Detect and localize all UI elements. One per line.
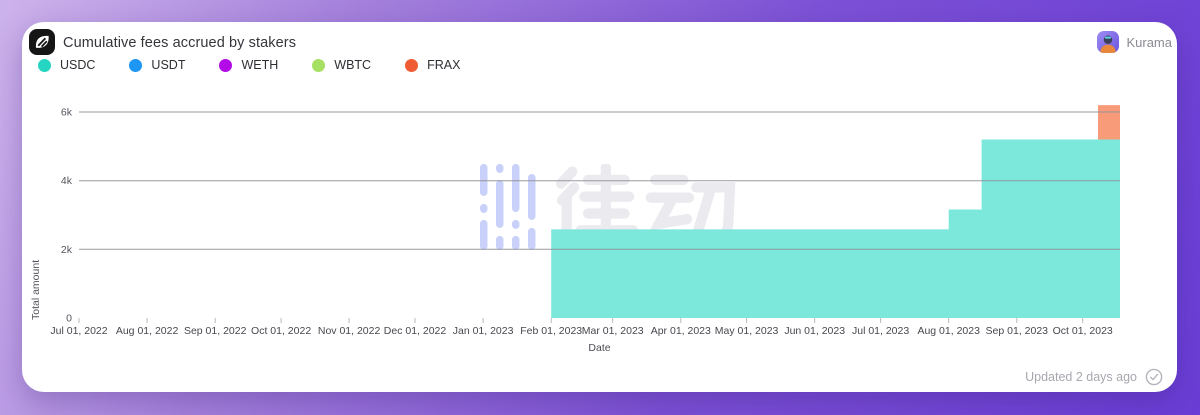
legend-item-usdc[interactable]: USDC: [38, 58, 95, 72]
usdc-dot-icon: [38, 58, 51, 72]
x-axis-title: Date: [588, 342, 611, 354]
legend-item-wbtc[interactable]: WBTC: [312, 58, 371, 72]
y-tick-label: 6k: [61, 107, 73, 119]
x-tick-label: Nov 01, 2022: [318, 325, 381, 337]
series-area-usdc: [551, 139, 1120, 318]
x-tick-label: Oct 01, 2022: [251, 325, 311, 337]
legend-label: USDC: [60, 58, 96, 72]
x-tick-label: Dec 01, 2022: [384, 325, 447, 337]
x-tick-label: Sep 01, 2023: [986, 325, 1049, 337]
legend-label: USDT: [151, 58, 186, 72]
x-tick-label: Jul 01, 2023: [852, 325, 909, 337]
usdt-dot-icon: [129, 58, 143, 72]
legend: USDC USDT WETH WBTC FRAX: [38, 58, 460, 72]
cumulative-fees-chart[interactable]: 0 2k 4k 6k Jul 01, 2022 Aug 01, 2022 Sep 01, 2…: [22, 22, 1177, 392]
app-logo-icon: [29, 29, 55, 55]
updated-text: Updated 2 days ago: [1025, 370, 1137, 384]
x-tick-label: May 01, 2023: [715, 325, 779, 337]
legend-item-usdt[interactable]: USDT: [129, 58, 185, 72]
y-tick-label: 4k: [61, 175, 73, 187]
x-tick-label: Sep 01, 2022: [184, 325, 247, 337]
legend-item-frax[interactable]: FRAX: [405, 58, 460, 72]
legend-label: WETH: [241, 58, 279, 72]
x-tick-label: Apr 01, 2023: [651, 325, 711, 337]
check-circle-icon: [1145, 368, 1163, 386]
x-tick-label: Aug 01, 2023: [917, 325, 980, 337]
legend-item-weth[interactable]: WETH: [219, 58, 278, 72]
update-status: Updated 2 days ago: [1025, 368, 1163, 386]
x-tick-label: Aug 01, 2022: [116, 325, 179, 337]
chart-plot-area[interactable]: [79, 87, 1120, 318]
x-tick-label: Oct 01, 2023: [1053, 325, 1113, 337]
x-tick-label: Feb 01, 2023: [520, 325, 582, 337]
frax-dot-icon: [405, 58, 419, 72]
x-tick-label: Jun 01, 2023: [784, 325, 845, 337]
x-tick-label: Mar 01, 2023: [582, 325, 644, 337]
y-tick-label: 2k: [61, 244, 73, 256]
chart-card: Cumulative fees accrued by stakers Kuram…: [22, 22, 1177, 392]
series-area-frax: [1098, 105, 1120, 140]
user-avatar: [1097, 31, 1120, 53]
x-tick-label: Jul 01, 2022: [50, 325, 107, 337]
y-axis-title: Total amount: [30, 259, 42, 320]
legend-label: FRAX: [427, 58, 461, 72]
legend-label: WBTC: [334, 58, 372, 72]
y-tick-label: 0: [66, 313, 72, 325]
weth-dot-icon: [219, 58, 233, 72]
user-chip[interactable]: Kurama: [1097, 31, 1172, 53]
x-tick-label: Jan 01, 2023: [453, 325, 514, 337]
user-name: Kurama: [1126, 34, 1172, 50]
blockbeats-dots-icon: [480, 164, 536, 250]
wbtc-dot-icon: [312, 58, 326, 72]
chart-title: Cumulative fees accrued by stakers: [63, 35, 297, 51]
